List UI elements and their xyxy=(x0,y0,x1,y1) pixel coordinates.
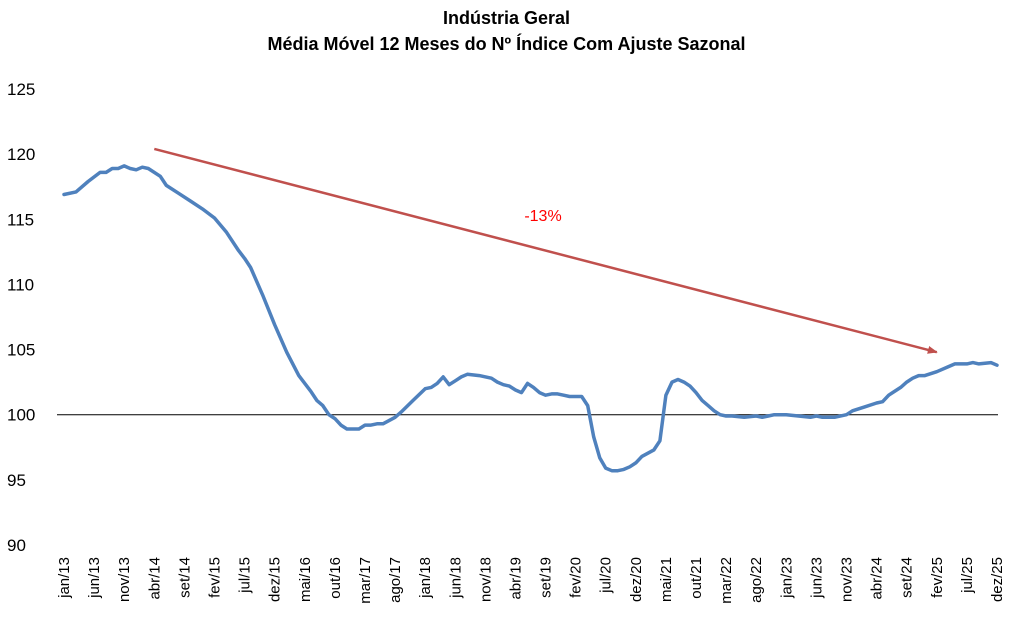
x-tick-label: dez/25 xyxy=(989,557,1006,602)
x-tick-label: abr/14 xyxy=(146,557,163,600)
x-tick-label: jan/13 xyxy=(56,557,73,599)
x-tick-label: mar/17 xyxy=(357,557,374,604)
x-tick-label: nov/13 xyxy=(116,557,133,602)
x-tick-label: nov/18 xyxy=(477,557,494,602)
chart-title-block: Indústria Geral Média Móvel 12 Meses do … xyxy=(0,5,1013,57)
x-tick-label: jan/18 xyxy=(417,557,434,599)
x-tick-label: nov/23 xyxy=(839,557,856,602)
x-tick-label: fev/25 xyxy=(929,557,946,598)
series-line-industria-geral xyxy=(62,164,999,473)
x-tick-label: set/24 xyxy=(899,557,916,598)
x-tick-label: dez/20 xyxy=(628,557,645,602)
chart-subtitle: Média Móvel 12 Meses do Nº Índice Com Aj… xyxy=(267,34,746,54)
x-tick-label: mai/21 xyxy=(658,557,675,602)
x-tick-label: abr/24 xyxy=(869,557,886,600)
x-tick-label: set/19 xyxy=(538,557,555,598)
y-tick-label: 125 xyxy=(7,80,35,99)
trend-label: -13% xyxy=(524,208,561,225)
y-tick-label: 100 xyxy=(7,406,35,425)
x-tick-label: fev/20 xyxy=(568,557,585,598)
y-axis: 90 95 100 105 110 115 120 125 xyxy=(7,80,35,555)
y-tick-label: 95 xyxy=(7,471,26,490)
y-tick-label: 105 xyxy=(7,341,35,360)
x-tick-label: jun/23 xyxy=(808,557,825,599)
x-tick-label: jun/18 xyxy=(447,557,464,599)
y-tick-label: 120 xyxy=(7,145,35,164)
x-tick-label: ago/17 xyxy=(387,557,404,603)
x-tick-label: abr/19 xyxy=(507,557,524,600)
x-tick-label: mai/16 xyxy=(297,557,314,602)
chart-title: Indústria Geral xyxy=(442,8,571,28)
y-tick-label: 115 xyxy=(7,210,34,229)
x-tick-label: ago/22 xyxy=(748,557,765,603)
x-tick-label: mar/22 xyxy=(718,557,735,604)
x-tick-label: set/14 xyxy=(176,557,193,598)
x-tick-label: jul/20 xyxy=(598,557,615,594)
x-tick-label: jan/23 xyxy=(778,557,795,599)
trend-arrow xyxy=(153,147,938,354)
y-tick-label: 110 xyxy=(7,275,34,294)
y-tick-label: 90 xyxy=(7,536,26,555)
x-tick-label: out/21 xyxy=(688,557,705,599)
x-tick-label: fev/15 xyxy=(206,557,223,598)
x-tick-label: out/16 xyxy=(327,557,344,599)
x-tick-label: dez/15 xyxy=(267,557,284,602)
x-tick-label: jun/13 xyxy=(86,557,103,599)
x-tick-label: jul/15 xyxy=(237,557,254,594)
x-axis: jan/13 jun/13 nov/13 abr/14 set/14 fev/15 jul/… xyxy=(56,557,1006,604)
x-tick-label: jul/25 xyxy=(959,557,976,594)
